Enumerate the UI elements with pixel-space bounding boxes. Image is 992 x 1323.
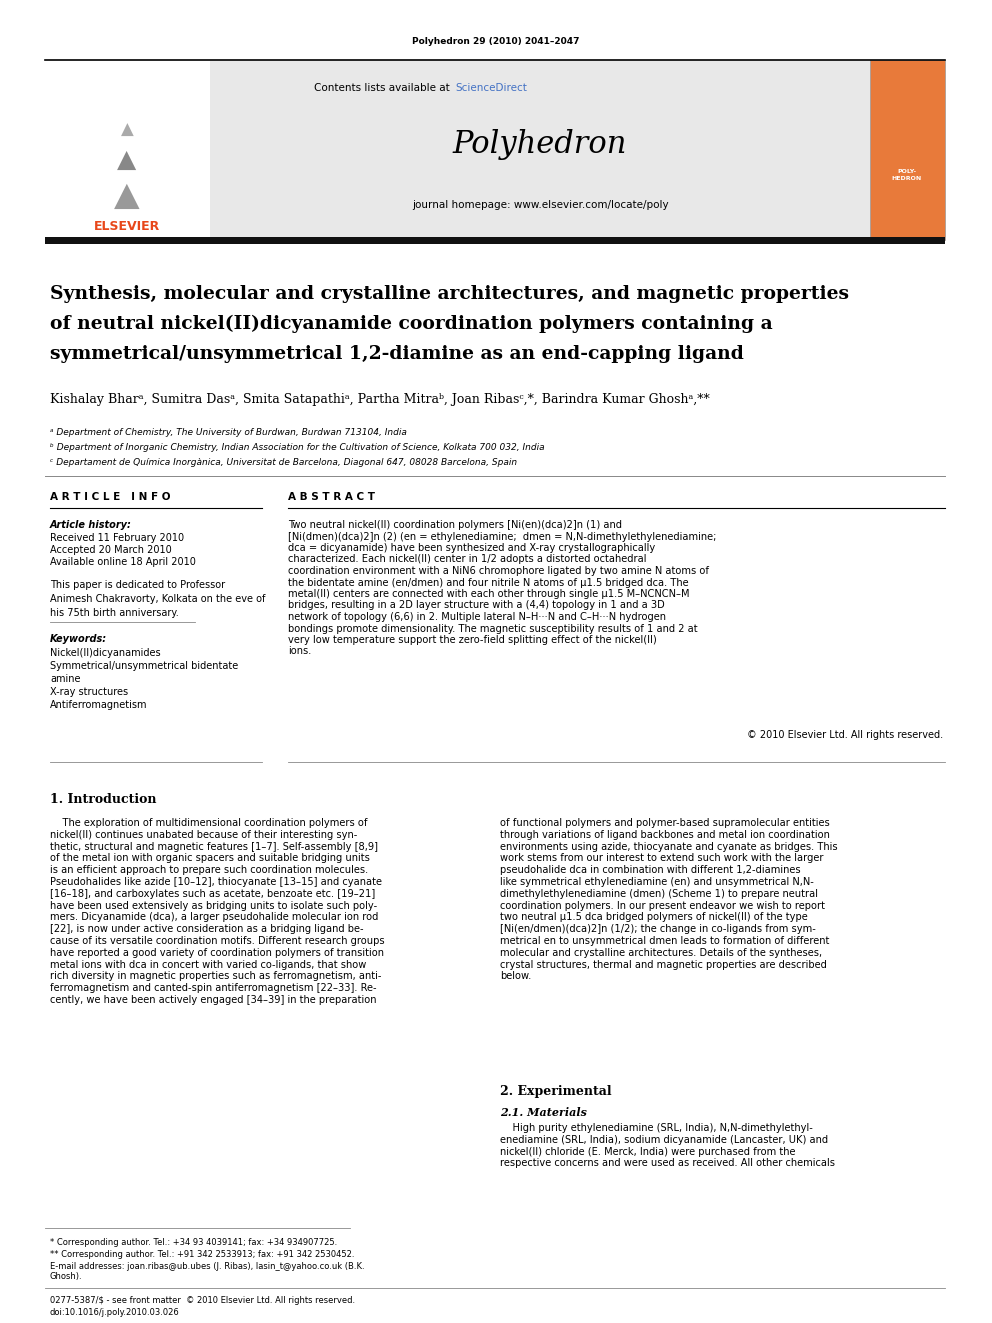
Text: of the metal ion with organic spacers and suitable bridging units: of the metal ion with organic spacers an… xyxy=(50,853,370,864)
Text: Contents lists available at: Contents lists available at xyxy=(314,83,453,93)
Text: X-ray structures: X-ray structures xyxy=(50,687,128,697)
Text: respective concerns and were used as received. All other chemicals: respective concerns and were used as rec… xyxy=(500,1159,835,1168)
Text: work stems from our interest to extend such work with the larger: work stems from our interest to extend s… xyxy=(500,853,823,864)
Text: pseudohalide dca in combination with different 1,2-diamines: pseudohalide dca in combination with dif… xyxy=(500,865,801,876)
Text: 0277-5387/$ - see front matter  © 2010 Elsevier Ltd. All rights reserved.: 0277-5387/$ - see front matter © 2010 El… xyxy=(50,1297,355,1304)
Text: Available online 18 April 2010: Available online 18 April 2010 xyxy=(50,557,195,568)
Text: 2. Experimental: 2. Experimental xyxy=(500,1085,612,1098)
Text: like symmetrical ethylenediamine (en) and unsymmetrical N,N-: like symmetrical ethylenediamine (en) an… xyxy=(500,877,813,886)
Text: very low temperature support the zero-field splitting effect of the nickel(II): very low temperature support the zero-fi… xyxy=(288,635,657,646)
Text: A R T I C L E   I N F O: A R T I C L E I N F O xyxy=(50,492,171,501)
Text: Two neutral nickel(II) coordination polymers [Ni(en)(dca)2]n (1) and: Two neutral nickel(II) coordination poly… xyxy=(288,520,622,531)
Text: Polyhedron: Polyhedron xyxy=(452,130,627,160)
Text: metrical en to unsymmetrical dmen leads to formation of different: metrical en to unsymmetrical dmen leads … xyxy=(500,935,829,946)
Text: © 2010 Elsevier Ltd. All rights reserved.: © 2010 Elsevier Ltd. All rights reserved… xyxy=(747,730,943,740)
Text: metal(II) centers are connected with each other through single μ1.5 M–NCNCN–M: metal(II) centers are connected with eac… xyxy=(288,589,689,599)
Text: doi:10.1016/j.poly.2010.03.026: doi:10.1016/j.poly.2010.03.026 xyxy=(50,1308,180,1316)
Text: cently, we have been actively engaged [34–39] in the preparation: cently, we have been actively engaged [3… xyxy=(50,995,377,1005)
Text: cause of its versatile coordination motifs. Different research groups: cause of its versatile coordination moti… xyxy=(50,935,385,946)
Text: Article history:: Article history: xyxy=(50,520,132,531)
Text: metal ions with dca in concert with varied co-ligands, that show: metal ions with dca in concert with vari… xyxy=(50,959,366,970)
Text: symmetrical/unsymmetrical 1,2-diamine as an end-capping ligand: symmetrical/unsymmetrical 1,2-diamine as… xyxy=(50,345,744,363)
Text: nickel(II) continues unabated because of their interesting syn-: nickel(II) continues unabated because of… xyxy=(50,830,357,840)
Bar xyxy=(45,60,210,239)
Text: ▲: ▲ xyxy=(117,148,137,172)
Bar xyxy=(45,60,945,239)
Text: have reported a good variety of coordination polymers of transition: have reported a good variety of coordina… xyxy=(50,947,384,958)
Text: ions.: ions. xyxy=(288,647,311,656)
Text: This paper is dedicated to Professor
Animesh Chakravorty, Kolkata on the eve of
: This paper is dedicated to Professor Ani… xyxy=(50,579,266,618)
Text: amine: amine xyxy=(50,673,80,684)
Text: The exploration of multidimensional coordination polymers of: The exploration of multidimensional coor… xyxy=(50,818,367,828)
Text: have been used extensively as bridging units to isolate such poly-: have been used extensively as bridging u… xyxy=(50,901,377,910)
Text: bridges, resulting in a 2D layer structure with a (4,4) topology in 1 and a 3D: bridges, resulting in a 2D layer structu… xyxy=(288,601,665,610)
Text: dimethylethylenediamine (dmen) (Scheme 1) to prepare neutral: dimethylethylenediamine (dmen) (Scheme 1… xyxy=(500,889,818,898)
Text: rich diversity in magnetic properties such as ferromagnetism, anti-: rich diversity in magnetic properties su… xyxy=(50,971,382,982)
Text: journal homepage: www.elsevier.com/locate/poly: journal homepage: www.elsevier.com/locat… xyxy=(412,200,669,210)
Text: below.: below. xyxy=(500,971,532,982)
Text: characterized. Each nickel(II) center in 1/2 adopts a distorted octahedral: characterized. Each nickel(II) center in… xyxy=(288,554,647,565)
Text: Accepted 20 March 2010: Accepted 20 March 2010 xyxy=(50,545,172,556)
Text: ELSEVIER: ELSEVIER xyxy=(94,220,160,233)
Text: ScienceDirect: ScienceDirect xyxy=(455,83,527,93)
Text: Received 11 February 2010: Received 11 February 2010 xyxy=(50,533,185,542)
Text: [16–18], and carboxylates such as acetate, benzoate etc. [19–21]: [16–18], and carboxylates such as acetat… xyxy=(50,889,375,898)
Text: two neutral μ1.5 dca bridged polymers of nickel(II) of the type: two neutral μ1.5 dca bridged polymers of… xyxy=(500,913,807,922)
Text: coordination environment with a NiN6 chromophore ligated by two amine N atoms of: coordination environment with a NiN6 chr… xyxy=(288,566,709,576)
Text: the bidentate amine (en/dmen) and four nitrile N atoms of μ1.5 bridged dca. The: the bidentate amine (en/dmen) and four n… xyxy=(288,578,688,587)
Text: Pseudohalides like azide [10–12], thiocyanate [13–15] and cyanate: Pseudohalides like azide [10–12], thiocy… xyxy=(50,877,382,886)
Text: bondings promote dimensionality. The magnetic susceptibility results of 1 and 2 : bondings promote dimensionality. The mag… xyxy=(288,623,697,634)
Text: Synthesis, molecular and crystalline architectures, and magnetic properties: Synthesis, molecular and crystalline arc… xyxy=(50,284,849,303)
Text: through variations of ligand backbones and metal ion coordination: through variations of ligand backbones a… xyxy=(500,830,830,840)
Text: ᵃ Department of Chemistry, The University of Burdwan, Burdwan 713104, India: ᵃ Department of Chemistry, The Universit… xyxy=(50,429,407,437)
Text: 1. Introduction: 1. Introduction xyxy=(50,792,157,806)
Text: * Corresponding author. Tel.: +34 93 4039141; fax: +34 934907725.: * Corresponding author. Tel.: +34 93 403… xyxy=(50,1238,337,1248)
Text: E-mail addresses: joan.ribas@ub.ubes (J. Ribas), lasin_t@yahoo.co.uk (B.K.: E-mail addresses: joan.ribas@ub.ubes (J.… xyxy=(50,1262,365,1271)
Text: coordination polymers. In our present endeavor we wish to report: coordination polymers. In our present en… xyxy=(500,901,825,910)
Text: environments using azide, thiocyanate and cyanate as bridges. This: environments using azide, thiocyanate an… xyxy=(500,841,837,852)
Text: Kishalay Bharᵃ, Sumitra Dasᵃ, Smita Satapathiᵃ, Partha Mitraᵇ, Joan Ribasᶜ,*, Ba: Kishalay Bharᵃ, Sumitra Dasᵃ, Smita Sata… xyxy=(50,393,709,406)
Text: ferromagnetism and canted-spin antiferromagnetism [22–33]. Re-: ferromagnetism and canted-spin antiferro… xyxy=(50,983,377,994)
Text: [Ni(en/dmen)(dca)2]n (1/2); the change in co-ligands from sym-: [Ni(en/dmen)(dca)2]n (1/2); the change i… xyxy=(500,925,815,934)
Text: ᵇ Department of Inorganic Chemistry, Indian Association for the Cultivation of S: ᵇ Department of Inorganic Chemistry, Ind… xyxy=(50,443,545,452)
Text: of neutral nickel(II)dicyanamide coordination polymers containing a: of neutral nickel(II)dicyanamide coordin… xyxy=(50,315,773,333)
Text: Ghosh).: Ghosh). xyxy=(50,1271,82,1281)
Text: ▲: ▲ xyxy=(121,120,133,139)
Text: enediamine (SRL, India), sodium dicyanamide (Lancaster, UK) and: enediamine (SRL, India), sodium dicyanam… xyxy=(500,1135,828,1144)
Text: High purity ethylenediamine (SRL, India), N,N-dimethylethyl-: High purity ethylenediamine (SRL, India)… xyxy=(500,1123,812,1132)
Bar xyxy=(45,237,945,243)
Text: is an efficient approach to prepare such coordination molecules.: is an efficient approach to prepare such… xyxy=(50,865,368,876)
Text: POLY-
HEDRON: POLY- HEDRON xyxy=(892,169,923,181)
Text: of functional polymers and polymer-based supramolecular entities: of functional polymers and polymer-based… xyxy=(500,818,829,828)
Text: ** Corresponding author. Tel.: +91 342 2533913; fax: +91 342 2530452.: ** Corresponding author. Tel.: +91 342 2… xyxy=(50,1250,354,1259)
Text: molecular and crystalline architectures. Details of the syntheses,: molecular and crystalline architectures.… xyxy=(500,947,822,958)
Text: Antiferromagnetism: Antiferromagnetism xyxy=(50,700,148,710)
Text: thetic, structural and magnetic features [1–7]. Self-assembly [8,9]: thetic, structural and magnetic features… xyxy=(50,841,378,852)
Text: A B S T R A C T: A B S T R A C T xyxy=(288,492,375,501)
Text: dca = dicyanamide) have been synthesized and X-ray crystallographically: dca = dicyanamide) have been synthesized… xyxy=(288,542,656,553)
Text: Symmetrical/unsymmetrical bidentate: Symmetrical/unsymmetrical bidentate xyxy=(50,662,238,671)
Text: ᶜ Departament de Química Inorgànica, Universitat de Barcelona, Diagonal 647, 080: ᶜ Departament de Química Inorgànica, Uni… xyxy=(50,458,517,467)
Text: 2.1. Materials: 2.1. Materials xyxy=(500,1107,587,1118)
Text: Keywords:: Keywords: xyxy=(50,634,107,644)
Text: [22], is now under active consideration as a bridging ligand be-: [22], is now under active consideration … xyxy=(50,925,364,934)
Text: Nickel(II)dicyanamides: Nickel(II)dicyanamides xyxy=(50,648,161,658)
Text: nickel(II) chloride (E. Merck, India) were purchased from the: nickel(II) chloride (E. Merck, India) we… xyxy=(500,1147,796,1156)
Text: crystal structures, thermal and magnetic properties are described: crystal structures, thermal and magnetic… xyxy=(500,959,827,970)
Text: mers. Dicyanamide (dca), a larger pseudohalide molecular ion rod: mers. Dicyanamide (dca), a larger pseudo… xyxy=(50,913,378,922)
Text: Polyhedron 29 (2010) 2041–2047: Polyhedron 29 (2010) 2041–2047 xyxy=(413,37,579,46)
Bar xyxy=(870,60,945,239)
Text: [Ni(dmen)(dca)2]n (2) (en = ethylenediamine;  dmen = N,N-dimethylethylenediamine: [Ni(dmen)(dca)2]n (2) (en = ethylenediam… xyxy=(288,532,716,541)
Text: ▲: ▲ xyxy=(114,179,140,212)
Text: network of topology (6,6) in 2. Multiple lateral N–H···N and C–H···N hydrogen: network of topology (6,6) in 2. Multiple… xyxy=(288,613,666,622)
